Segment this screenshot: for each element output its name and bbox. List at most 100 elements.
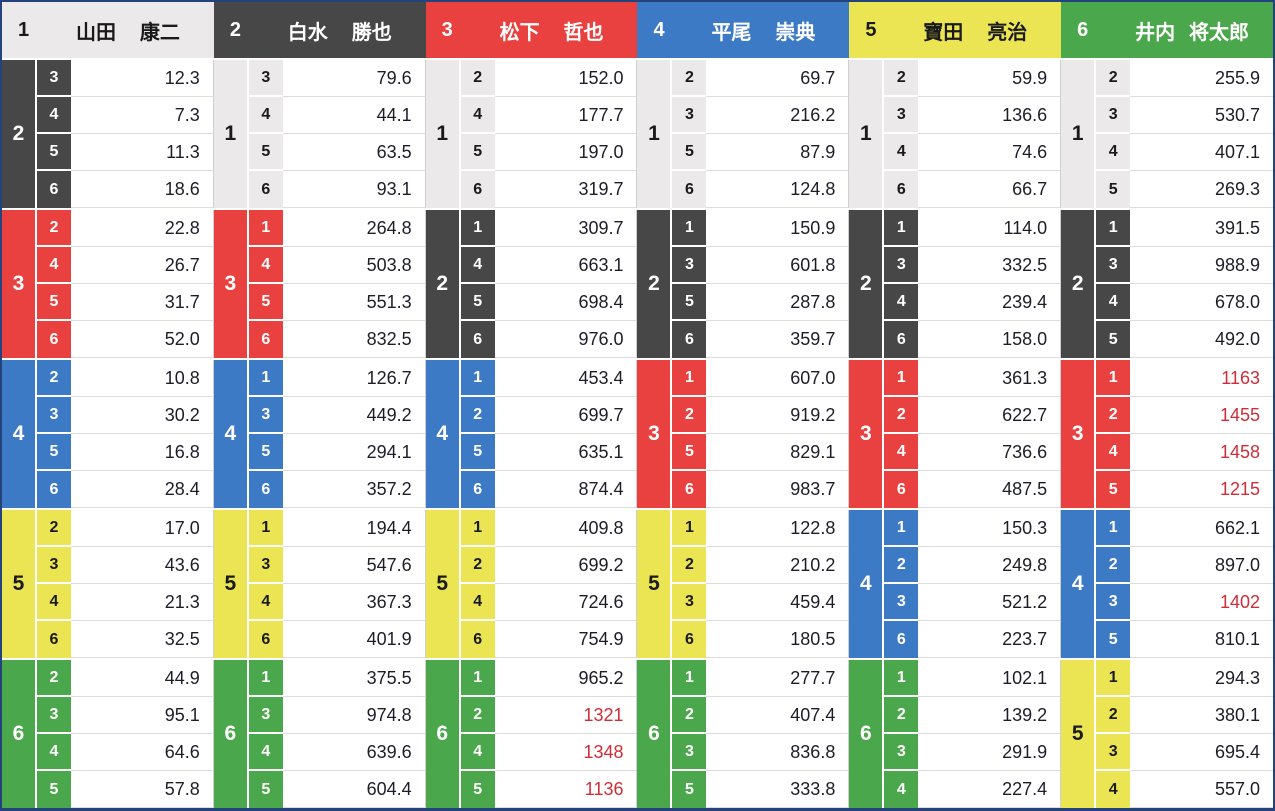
odds-value[interactable]: 150.9 [706, 210, 850, 247]
odds-value[interactable]: 10.8 [71, 360, 214, 397]
odds-value[interactable]: 698.4 [494, 284, 638, 321]
odds-value[interactable]: 194.4 [282, 510, 426, 547]
odds-value[interactable]: 1458 [1130, 434, 1273, 471]
odds-value[interactable]: 17.0 [71, 510, 214, 547]
odds-value[interactable]: 227.4 [918, 771, 1062, 808]
odds-value[interactable]: 21.3 [71, 584, 214, 621]
odds-value[interactable]: 874.4 [494, 471, 638, 508]
odds-value[interactable]: 1163 [1130, 360, 1273, 397]
odds-value[interactable]: 983.7 [706, 471, 850, 508]
odds-value[interactable]: 66.7 [918, 171, 1062, 208]
odds-value[interactable]: 277.7 [706, 660, 850, 697]
odds-value[interactable]: 695.4 [1130, 734, 1273, 771]
odds-value[interactable]: 1136 [494, 771, 638, 808]
odds-value[interactable]: 126.7 [282, 360, 426, 397]
odds-value[interactable]: 492.0 [1130, 321, 1273, 358]
odds-value[interactable]: 59.9 [918, 60, 1062, 97]
odds-value[interactable]: 407.1 [1130, 134, 1273, 171]
odds-value[interactable]: 662.1 [1130, 510, 1273, 547]
odds-value[interactable]: 79.6 [282, 60, 426, 97]
odds-value[interactable]: 1215 [1130, 471, 1273, 508]
odds-value[interactable]: 829.1 [706, 434, 850, 471]
odds-value[interactable]: 44.1 [282, 97, 426, 134]
odds-value[interactable]: 391.5 [1130, 210, 1273, 247]
odds-value[interactable]: 152.0 [494, 60, 638, 97]
odds-value[interactable]: 69.7 [706, 60, 850, 97]
odds-value[interactable]: 114.0 [918, 210, 1062, 247]
odds-value[interactable]: 180.5 [706, 621, 850, 658]
odds-value[interactable]: 57.8 [71, 771, 214, 808]
odds-value[interactable]: 30.2 [71, 397, 214, 434]
odds-value[interactable]: 12.3 [71, 60, 214, 97]
odds-value[interactable]: 407.4 [706, 697, 850, 734]
odds-value[interactable]: 264.8 [282, 210, 426, 247]
odds-value[interactable]: 449.2 [282, 397, 426, 434]
odds-value[interactable]: 333.8 [706, 771, 850, 808]
odds-value[interactable]: 459.4 [706, 584, 850, 621]
odds-value[interactable]: 239.4 [918, 284, 1062, 321]
odds-value[interactable]: 607.0 [706, 360, 850, 397]
odds-value[interactable]: 604.4 [282, 771, 426, 808]
odds-value[interactable]: 28.4 [71, 471, 214, 508]
odds-value[interactable]: 136.6 [918, 97, 1062, 134]
odds-value[interactable]: 44.9 [71, 660, 214, 697]
odds-value[interactable]: 639.6 [282, 734, 426, 771]
odds-value[interactable]: 255.9 [1130, 60, 1273, 97]
odds-value[interactable]: 332.5 [918, 247, 1062, 284]
odds-value[interactable]: 521.2 [918, 584, 1062, 621]
odds-value[interactable]: 7.3 [71, 97, 214, 134]
odds-value[interactable]: 158.0 [918, 321, 1062, 358]
odds-value[interactable]: 380.1 [1130, 697, 1273, 734]
odds-value[interactable]: 32.5 [71, 621, 214, 658]
odds-value[interactable]: 530.7 [1130, 97, 1273, 134]
odds-value[interactable]: 294.3 [1130, 660, 1273, 697]
odds-value[interactable]: 249.8 [918, 547, 1062, 584]
odds-value[interactable]: 409.8 [494, 510, 638, 547]
odds-value[interactable]: 197.0 [494, 134, 638, 171]
odds-value[interactable]: 26.7 [71, 247, 214, 284]
odds-value[interactable]: 177.7 [494, 97, 638, 134]
odds-value[interactable]: 124.8 [706, 171, 850, 208]
odds-value[interactable]: 1402 [1130, 584, 1273, 621]
odds-value[interactable]: 622.7 [918, 397, 1062, 434]
odds-value[interactable]: 976.0 [494, 321, 638, 358]
odds-value[interactable]: 1455 [1130, 397, 1273, 434]
odds-value[interactable]: 52.0 [71, 321, 214, 358]
odds-value[interactable]: 139.2 [918, 697, 1062, 734]
odds-value[interactable]: 988.9 [1130, 247, 1273, 284]
odds-value[interactable]: 557.0 [1130, 771, 1273, 808]
odds-value[interactable]: 453.4 [494, 360, 638, 397]
odds-value[interactable]: 74.6 [918, 134, 1062, 171]
odds-value[interactable]: 223.7 [918, 621, 1062, 658]
odds-value[interactable]: 122.8 [706, 510, 850, 547]
odds-value[interactable]: 11.3 [71, 134, 214, 171]
odds-value[interactable]: 974.8 [282, 697, 426, 734]
odds-value[interactable]: 836.8 [706, 734, 850, 771]
odds-value[interactable]: 63.5 [282, 134, 426, 171]
odds-value[interactable]: 1321 [494, 697, 638, 734]
odds-value[interactable]: 319.7 [494, 171, 638, 208]
odds-value[interactable]: 16.8 [71, 434, 214, 471]
odds-value[interactable]: 965.2 [494, 660, 638, 697]
odds-value[interactable]: 359.7 [706, 321, 850, 358]
odds-value[interactable]: 309.7 [494, 210, 638, 247]
odds-value[interactable]: 699.7 [494, 397, 638, 434]
odds-value[interactable]: 31.7 [71, 284, 214, 321]
odds-value[interactable]: 724.6 [494, 584, 638, 621]
odds-value[interactable]: 810.1 [1130, 621, 1273, 658]
odds-value[interactable]: 291.9 [918, 734, 1062, 771]
odds-value[interactable]: 551.3 [282, 284, 426, 321]
odds-value[interactable]: 22.8 [71, 210, 214, 247]
odds-value[interactable]: 93.1 [282, 171, 426, 208]
odds-value[interactable]: 832.5 [282, 321, 426, 358]
odds-value[interactable]: 897.0 [1130, 547, 1273, 584]
odds-value[interactable]: 269.3 [1130, 171, 1273, 208]
odds-value[interactable]: 919.2 [706, 397, 850, 434]
odds-value[interactable]: 43.6 [71, 547, 214, 584]
odds-value[interactable]: 216.2 [706, 97, 850, 134]
odds-value[interactable]: 367.3 [282, 584, 426, 621]
odds-value[interactable]: 487.5 [918, 471, 1062, 508]
odds-value[interactable]: 503.8 [282, 247, 426, 284]
odds-value[interactable]: 87.9 [706, 134, 850, 171]
odds-value[interactable]: 357.2 [282, 471, 426, 508]
